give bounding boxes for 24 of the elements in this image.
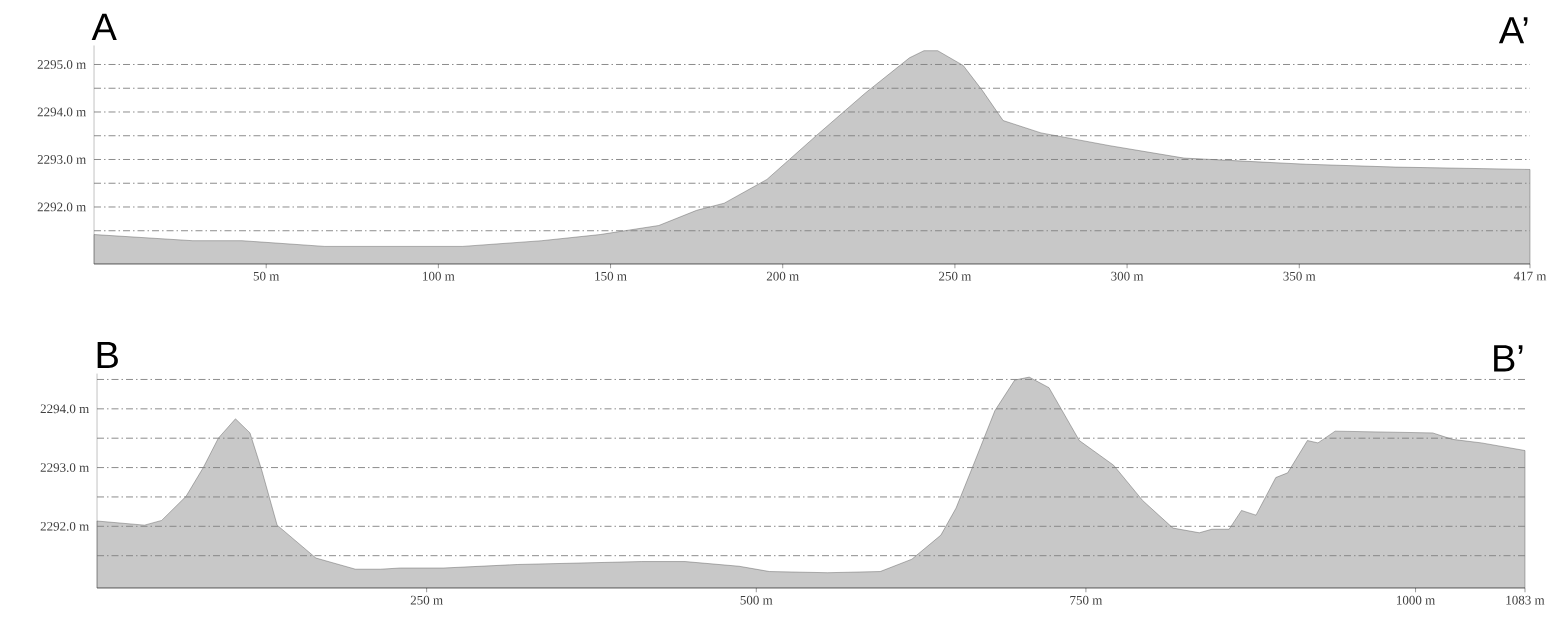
y-tick-label: 2295.0 m <box>37 60 86 69</box>
x-tick-label: 417 m <box>1513 271 1547 281</box>
x-tick-label: 500 m <box>740 595 773 605</box>
y-tick-label: 2293.0 m <box>37 155 86 164</box>
chart-title: B <box>97 341 118 369</box>
x-tick-label: 50 m <box>253 271 280 281</box>
text: B’ <box>1494 345 1523 372</box>
y-tick-label: 2293.0 m <box>40 463 90 472</box>
x-tick-label: 300 m <box>1111 271 1144 281</box>
x-tick-label: 100 m <box>423 271 455 281</box>
text: A’ <box>1498 17 1528 44</box>
x-tick-label: 250 m <box>939 271 972 281</box>
y-tick-label: 2292.0 m <box>40 521 90 531</box>
y-tick-label: 2294.0 m <box>40 404 90 414</box>
chart-title: A <box>91 13 117 40</box>
y-tick-label: 2294.0 m <box>37 107 86 117</box>
y-tick-label: 2292.0 m <box>37 202 86 212</box>
x-tick-label: 200 m <box>766 271 799 281</box>
x-tick-label: 1083 m <box>1506 595 1545 605</box>
x-tick-label: 150 m <box>595 271 627 281</box>
x-tick-label: 350 m <box>1283 271 1316 281</box>
x-tick-label: 1000 m <box>1397 595 1436 605</box>
x-tick-label: 250 m <box>410 595 443 605</box>
x-tick-label: 750 m <box>1070 595 1103 605</box>
